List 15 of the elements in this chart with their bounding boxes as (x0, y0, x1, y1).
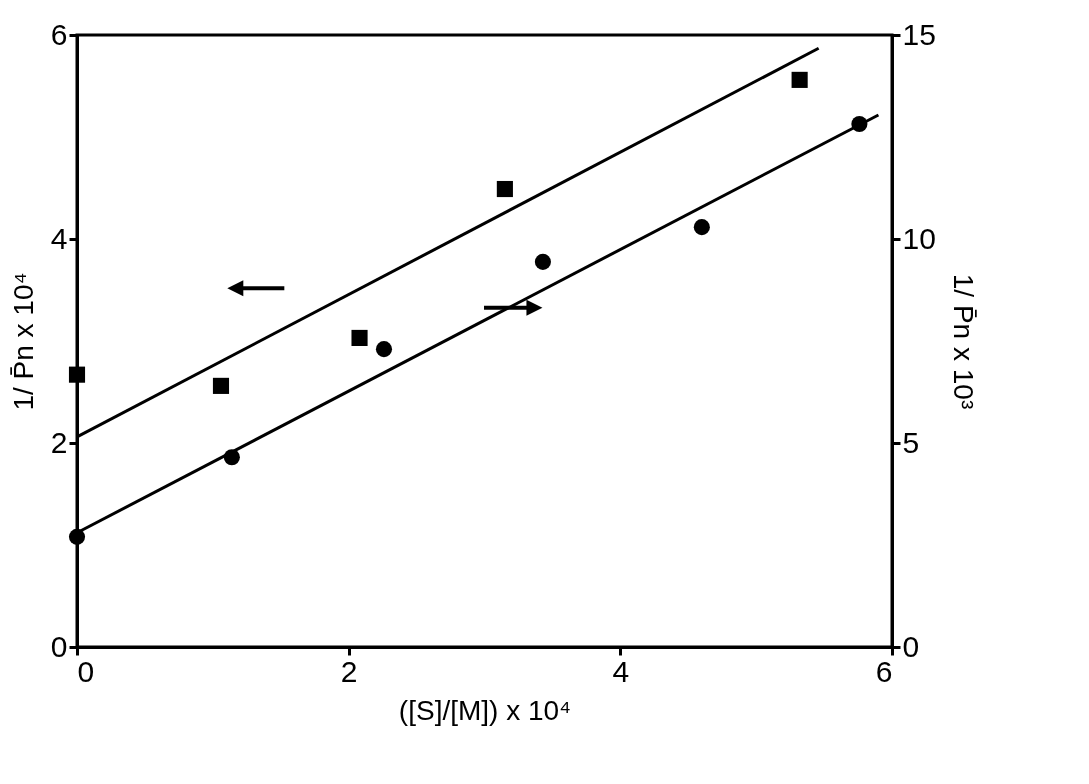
y2-tick-label: 5 (902, 425, 920, 459)
y2-tick-label: 0 (902, 629, 920, 663)
y-axis-title: 1/ P̄n x 10⁴ (7, 272, 39, 411)
x-tick-label: 2 (340, 654, 358, 688)
y2-tick-label: 15 (902, 17, 936, 51)
x-tick-label: 6 (875, 654, 893, 688)
x-tick-label: 0 (77, 654, 95, 688)
y2-axis-title: 1/ P̄n x 10³ (947, 273, 979, 410)
y-tick-label: 0 (50, 629, 68, 663)
y2-tick-label: 10 (902, 221, 936, 255)
y-tick-label: 4 (50, 221, 68, 255)
y-tick-label: 6 (50, 17, 68, 51)
x-axis-title: ([S]/[M]) x 10⁴ (398, 694, 572, 726)
x-tick-label: 4 (612, 654, 630, 688)
y-tick-label: 2 (50, 425, 68, 459)
